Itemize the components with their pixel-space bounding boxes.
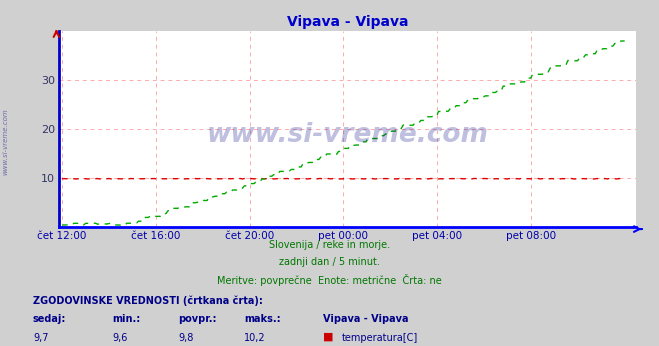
Text: 9,8: 9,8 (178, 333, 193, 343)
Text: min.:: min.: (112, 314, 140, 324)
Text: 9,6: 9,6 (112, 333, 127, 343)
Text: 10,2: 10,2 (244, 333, 266, 343)
Text: Vipava - Vipava: Vipava - Vipava (323, 314, 409, 324)
Text: Meritve: povprečne  Enote: metrične  Črta: ne: Meritve: povprečne Enote: metrične Črta:… (217, 274, 442, 286)
Text: sedaj:: sedaj: (33, 314, 67, 324)
Text: zadnji dan / 5 minut.: zadnji dan / 5 minut. (279, 257, 380, 267)
Text: Slovenija / reke in morje.: Slovenija / reke in morje. (269, 240, 390, 251)
Title: Vipava - Vipava: Vipava - Vipava (287, 15, 409, 29)
Text: povpr.:: povpr.: (178, 314, 216, 324)
Text: 9,7: 9,7 (33, 333, 49, 343)
Text: ZGODOVINSKE VREDNOSTI (črtkana črta):: ZGODOVINSKE VREDNOSTI (črtkana črta): (33, 296, 263, 306)
Text: maks.:: maks.: (244, 314, 281, 324)
Text: www.si-vreme.com: www.si-vreme.com (2, 109, 9, 175)
Text: ■: ■ (323, 332, 333, 342)
Text: www.si-vreme.com: www.si-vreme.com (207, 122, 488, 148)
Text: temperatura[C]: temperatura[C] (341, 333, 418, 343)
